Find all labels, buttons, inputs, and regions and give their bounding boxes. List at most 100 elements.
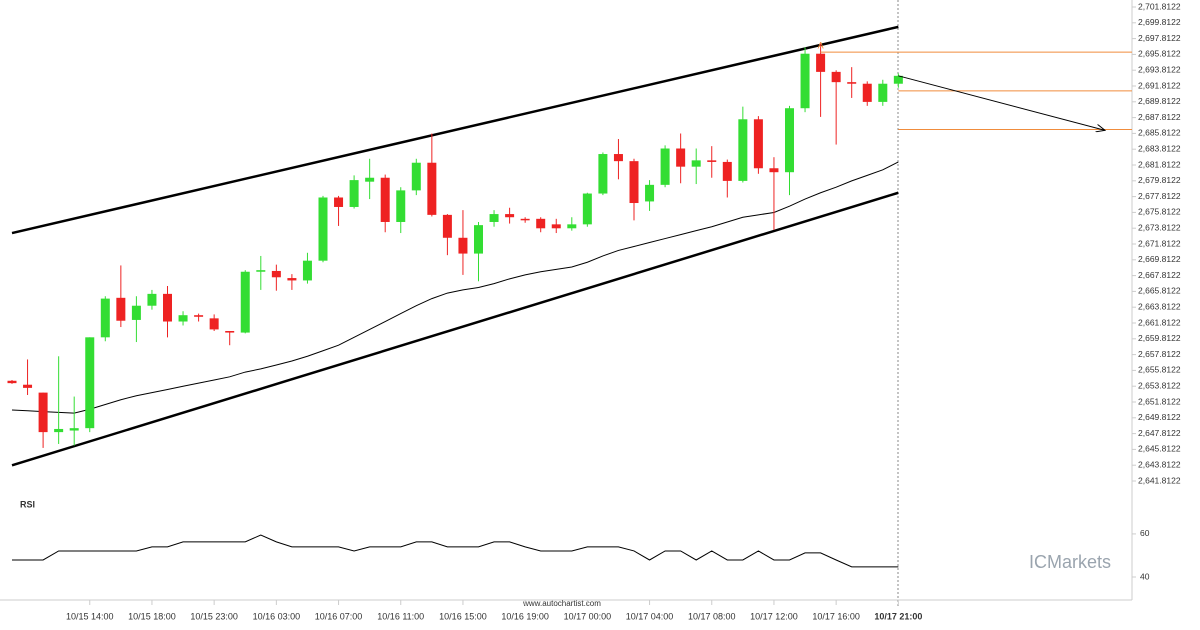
candle-body: [862, 83, 872, 102]
x-tick-label: 10/16 03:00: [253, 611, 301, 621]
candle-body: [691, 160, 701, 167]
candle-body: [287, 278, 297, 281]
candle-body: [240, 271, 250, 333]
y-tick-label: 2,681.8122: [1138, 159, 1181, 169]
x-tick-label: 10/17 12:00: [750, 611, 798, 621]
rsi-tick-label: 40: [1140, 571, 1150, 581]
y-tick-label: 2,659.8122: [1138, 333, 1181, 343]
y-tick-label: 2,693.8122: [1138, 64, 1181, 74]
candle-body: [100, 298, 110, 338]
candle-body: [567, 224, 577, 229]
candle-body: [536, 218, 546, 229]
candle-body: [505, 214, 515, 218]
candle-body: [893, 75, 903, 84]
candle-body: [54, 428, 64, 433]
candle-body: [831, 71, 841, 83]
candle-body: [302, 260, 312, 281]
candle-body: [380, 177, 390, 222]
y-tick-label: 2,701.8122: [1138, 1, 1181, 11]
y-tick-label: 2,655.8122: [1138, 365, 1181, 375]
y-tick-label: 2,653.8122: [1138, 380, 1181, 390]
candle-body: [396, 190, 406, 222]
candle-body: [551, 224, 561, 229]
candle-body: [785, 108, 794, 173]
candle-body: [878, 83, 888, 102]
y-tick-label: 2,671.8122: [1138, 238, 1181, 248]
y-tick-label: 2,669.8122: [1138, 254, 1181, 264]
candle-body: [676, 148, 686, 167]
candle-body: [722, 161, 732, 181]
candle-body: [474, 225, 483, 254]
source: www.autochartist.com: [522, 599, 601, 608]
candle-body: [85, 337, 95, 429]
candle-body: [738, 119, 748, 181]
channel-upper: [11, 25, 899, 235]
y-tick-label: 2,651.8122: [1138, 396, 1181, 406]
y-tick-label: 2,689.8122: [1138, 96, 1181, 106]
candle-body: [194, 315, 204, 317]
watermark: ICMarkets: [1029, 552, 1111, 572]
candle-body: [800, 53, 810, 109]
y-tick-label: 2,691.8122: [1138, 80, 1181, 90]
x-tick-label: 10/15 23:00: [190, 611, 238, 621]
rsi-title: RSI: [20, 499, 35, 509]
y-tick-label: 2,665.8122: [1138, 286, 1181, 296]
candle-body: [582, 193, 592, 225]
candle-body: [256, 270, 266, 272]
x-tick-label: 10/17 16:00: [812, 611, 860, 621]
candle-body: [334, 197, 344, 207]
x-tick-label: 10/16 19:00: [501, 611, 549, 621]
y-tick-label: 2,641.8122: [1138, 475, 1181, 485]
candle-body: [707, 160, 717, 162]
y-tick-label: 2,679.8122: [1138, 175, 1181, 185]
candle-body: [38, 392, 48, 433]
candle-body: [753, 119, 763, 169]
x-tick-label: 10/17 04:00: [626, 611, 674, 621]
x-tick-label: 10/16 07:00: [315, 611, 363, 621]
candle-body: [613, 154, 623, 162]
candle-body: [660, 148, 670, 185]
rsi-line: [12, 534, 899, 568]
y-tick-label: 2,645.8122: [1138, 444, 1181, 454]
y-tick-label: 2,687.8122: [1138, 112, 1181, 122]
candle-body: [847, 82, 857, 84]
y-tick-label: 2,667.8122: [1138, 270, 1181, 280]
forecast-arrow: [898, 75, 1105, 131]
y-tick-label: 2,673.8122: [1138, 222, 1181, 232]
y-tick-label: 2,697.8122: [1138, 33, 1181, 43]
candle-body: [349, 180, 359, 207]
candle-body: [365, 177, 375, 182]
candle-body: [816, 53, 826, 72]
x-tick-label: 10/16 11:00: [377, 611, 424, 621]
candle-body: [489, 214, 499, 222]
pattern-label: A: [818, 41, 824, 51]
candle-body: [163, 293, 172, 322]
x-tick-label: 10/15 14:00: [66, 611, 114, 621]
candle-body: [271, 270, 281, 278]
candle-body: [225, 330, 235, 333]
candle-body: [131, 305, 141, 320]
candle-body: [769, 168, 779, 173]
y-tick-label: 2,675.8122: [1138, 207, 1181, 217]
y-tick-label: 2,663.8122: [1138, 301, 1181, 311]
candle-body: [116, 297, 126, 321]
candle-body: [629, 161, 639, 204]
rsi-tick-label: 60: [1140, 528, 1150, 538]
channel-lower: [11, 191, 899, 467]
moving-average: [11, 161, 899, 414]
y-tick-label: 2,685.8122: [1138, 128, 1181, 138]
y-tick-label: 2,699.8122: [1138, 17, 1181, 27]
x-tick-label: 10/17 21:00: [874, 611, 922, 621]
candle-body: [427, 162, 437, 215]
y-tick-label: 2,677.8122: [1138, 191, 1181, 201]
y-tick-label: 2,683.8122: [1138, 143, 1181, 153]
candle-body: [645, 184, 655, 202]
candle-body: [318, 197, 328, 261]
candle-body: [147, 293, 157, 306]
candle-body: [209, 318, 219, 330]
x-tick-label: 10/15 18:00: [128, 611, 176, 621]
candle-body: [23, 384, 33, 388]
